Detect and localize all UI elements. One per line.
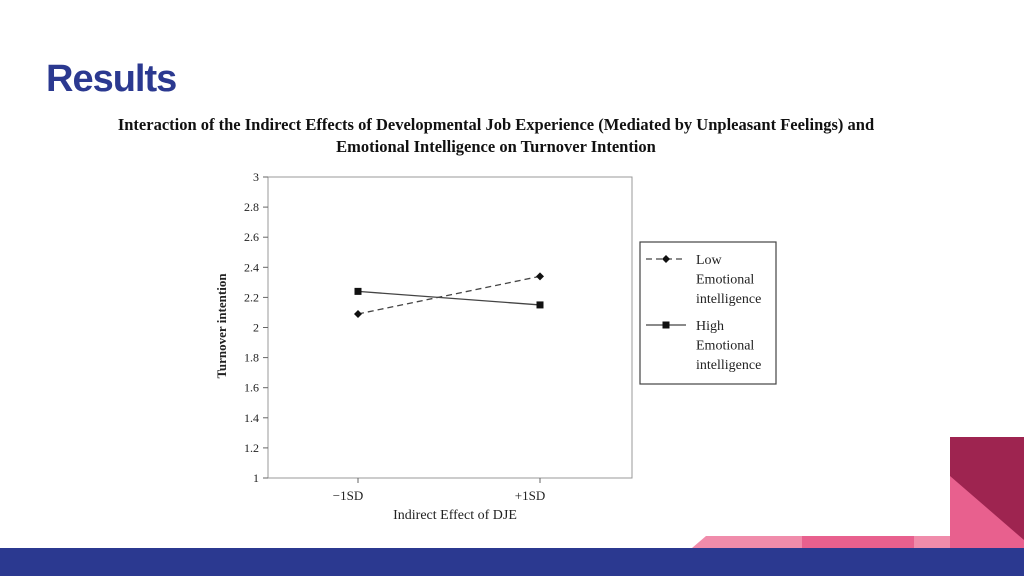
- y-tick-label: 1: [253, 471, 259, 485]
- decor-pink-block: [802, 536, 914, 548]
- legend-swatch-marker-1: [662, 255, 670, 263]
- chart-title-line-1: Interaction of the Indirect Effects of D…: [117, 115, 875, 134]
- y-axis-label: Turnover intention: [214, 273, 229, 379]
- legend-box: [639, 241, 777, 385]
- x-tick-label: −1SD: [333, 488, 363, 503]
- y-tick-label: 3: [253, 170, 259, 184]
- y-tick-label: 1.6: [244, 381, 259, 395]
- y-tick-label: 1.8: [244, 351, 259, 365]
- x-tick-label: +1SD: [515, 488, 545, 503]
- chart-series: [354, 272, 544, 318]
- legend-label-line: High: [696, 319, 724, 334]
- y-tick-label: 1.2: [244, 441, 259, 455]
- y-tick-label: 2: [253, 321, 259, 335]
- series-line-2: [357, 290, 541, 306]
- legend-swatch-marker-2: [662, 321, 670, 329]
- series-line-1: [357, 275, 541, 315]
- legend-label-line: Low: [696, 253, 723, 268]
- slide-title: Results: [46, 58, 177, 100]
- decor-pink-triangle: [950, 476, 1024, 548]
- y-tick-label: 2.4: [244, 260, 259, 274]
- series-2-point: [354, 287, 362, 295]
- y-tick-label: 2.2: [244, 290, 259, 304]
- chart-title-line-2: Emotional Intelligence on Turnover Inten…: [336, 137, 656, 156]
- legend-label-line: intelligence: [696, 292, 761, 307]
- y-tick-label: 2.6: [244, 230, 259, 244]
- chart-title: Interaction of the Indirect Effects of D…: [40, 114, 952, 158]
- x-axis-label: Indirect Effect of DJE: [393, 508, 517, 523]
- legend-label-line: Emotional: [696, 339, 754, 354]
- legend-label-line: Emotional: [696, 273, 754, 288]
- series-2-point: [536, 301, 544, 309]
- chart-axes: 1 1.2 1.4 1.6 1.8 2 2.2 2.4 2.6 2.8 3 −1SD +1SD: [244, 170, 633, 503]
- series-1-point: [536, 272, 544, 281]
- y-tick-label: 1.4: [244, 411, 259, 425]
- legend-label-line: intelligence: [696, 358, 761, 373]
- footer-bar: [0, 548, 1024, 576]
- chart-legend: Low Emotional intelligence High Emotional int…: [639, 241, 777, 385]
- series-1-point: [354, 309, 362, 318]
- y-tick-label: 2.8: [244, 200, 259, 214]
